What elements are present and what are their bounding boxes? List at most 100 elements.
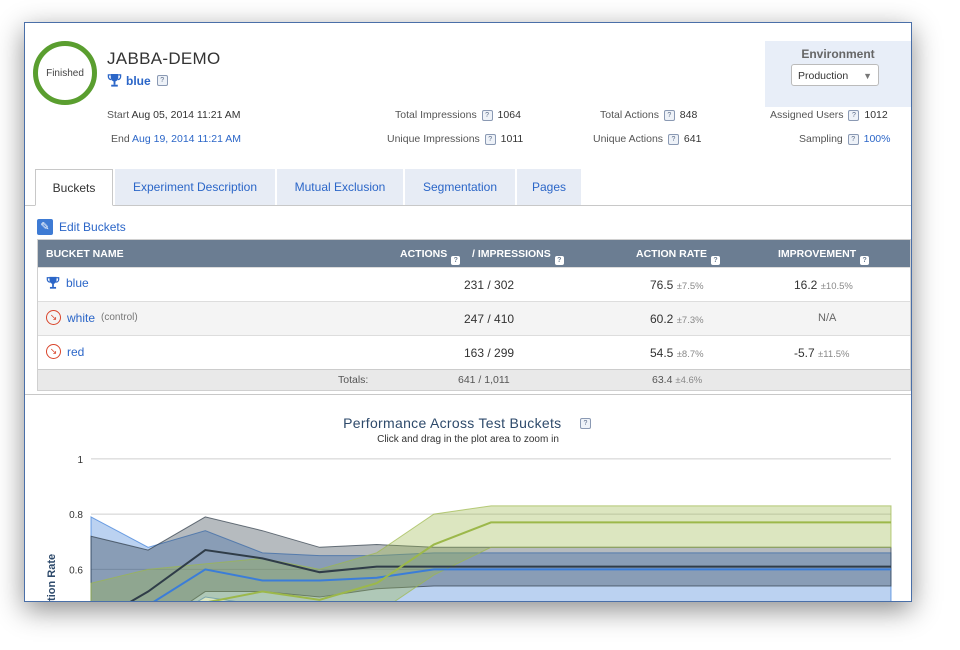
col-improvement-label: IMPROVEMENT [778,248,857,260]
sampling-value: 100% [863,133,891,145]
divider [25,394,911,395]
trophy-icon [107,73,122,87]
pencil-icon: ✎ [37,219,53,235]
unique-impressions-value: 1011 [500,133,524,145]
ratio-cell: 231 / 302 [464,278,515,292]
improvement-value: 16.2 [794,278,818,292]
rate-cell: 54.5 ±8.7% [650,346,704,360]
help-icon[interactable]: ? [554,256,564,265]
end-label: End [111,133,130,145]
arrow-down-right-icon: ↘ [46,310,61,325]
unique-actions-value: 641 [683,133,702,145]
rate-error: ±8.7% [676,349,704,360]
rate-value: 54.5 [650,346,674,360]
help-icon[interactable]: ? [579,418,591,430]
tab-buckets[interactable]: Buckets [35,169,113,206]
unique-actions-label: Unique Actions [593,133,664,145]
total-actions-label: Total Actions [600,109,659,121]
help-icon[interactable]: ? [484,133,496,145]
end-value[interactable]: Aug 19, 2014 11:21 AM [132,133,242,145]
chart-subtitle: Click and drag in the plot area to zoom … [377,434,559,445]
chart-title: Performance Across Test Buckets [343,415,562,431]
winner-name[interactable]: blue [126,73,151,88]
chart-header: Performance Across Test Buckets ? Click … [25,415,911,445]
y-tick-label: 0.6 [69,565,83,576]
help-icon[interactable]: ? [667,133,679,145]
improvement-cell: 16.2 ±10.5% [794,278,853,292]
improvement-cell: -5.7 ±11.5% [794,346,849,360]
rate-value: 60.2 [650,312,674,326]
bucket-link[interactable]: white [67,310,96,325]
unique-actions: Unique Actions ? 641 [593,133,701,145]
arrow-down-right-icon: ↘ [46,344,61,359]
col-improvement: IMPROVEMENT? [778,248,870,265]
improvement-value: -5.7 [794,346,815,360]
total-impressions: Total Impressions ? 1064 [395,109,521,121]
col-impressions: / IMPRESSIONS? [472,248,564,265]
help-icon[interactable]: ? [481,109,493,121]
assigned-users: Assigned Users ? 1012 [770,109,888,121]
help-icon[interactable]: ? [847,133,859,145]
help-icon[interactable]: ? [663,109,675,121]
col-actions: ACTIONS? [400,248,461,265]
col-action-rate: ACTION RATE? [636,248,720,265]
total-actions: Total Actions ? 848 [600,109,697,121]
performance-chart[interactable]: 10.80.60.4lative Action Rate [25,443,911,602]
y-axis-label: lative Action Rate [46,554,58,602]
bucket-link[interactable]: blue [66,276,89,290]
experiment-panel: Finished JABBA-DEMO blue ? Environment P… [24,22,912,602]
tab-experiment-description[interactable]: Experiment Description [115,169,275,205]
bucket-link[interactable]: red [67,344,85,359]
improvement-error: ±10.5% [820,281,853,292]
environment-selected: Production [798,70,849,82]
tab-pages[interactable]: Pages [517,169,581,205]
environment-select[interactable]: Production ▼ [791,64,879,86]
assigned-users-label: Assigned Users [770,109,844,121]
start-label: Start [107,109,130,121]
y-tick-label: 0.8 [69,510,83,521]
totals-rate-error: ±4.6% [675,375,703,386]
status-badge: Finished [33,41,97,105]
assigned-users-value: 1012 [864,109,888,121]
start-value: Aug 05, 2014 11:21 AM [131,109,241,121]
winner-bucket: blue ? [107,73,170,88]
help-icon[interactable]: ? [860,256,870,265]
help-icon[interactable]: ? [451,256,461,265]
edit-buckets-button[interactable]: ✎ Edit Buckets [37,219,126,235]
totals-label: Totals: [338,374,369,386]
bucket-name-cell: ↘ red [46,344,84,359]
table-row: ↘ red 163 / 299 54.5 ±8.7% -5.7 ±11.5% [38,335,910,369]
y-tick-label: 1 [77,455,83,466]
totals-ratio: 641 / 1,011 [458,374,510,386]
totals-rate: 63.4 ±4.6% [652,374,702,386]
bucket-name-cell: ↘ white (control) [46,310,138,325]
help-icon[interactable]: ? [156,75,168,86]
rate-value: 76.5 [650,278,674,292]
total-impressions-value: 1064 [497,109,521,121]
edit-buckets-label: Edit Buckets [59,220,126,234]
end-date: End Aug 19, 2014 11:21 AM [111,133,241,145]
help-icon[interactable]: ? [710,256,720,265]
totals-rate-value: 63.4 [652,374,673,386]
tab-segmentation[interactable]: Segmentation [405,169,515,205]
col-bucket-name: BUCKET NAME [46,248,124,260]
improvement-error: ±11.5% [818,349,850,360]
rate-error: ±7.3% [676,315,704,326]
table-row: ↘ white (control) 247 / 410 60.2 ±7.3% N… [38,301,910,335]
status-text: Finished [46,67,84,79]
unique-impressions: Unique Impressions ? 1011 [387,133,523,145]
col-actions-label: ACTIONS [400,248,448,260]
table-header: BUCKET NAME ACTIONS? / IMPRESSIONS? ACTI… [38,240,910,267]
ratio-cell: 247 / 410 [464,312,515,326]
sampling-label: Sampling [799,133,843,145]
bucket-name-cell: blue [46,276,89,290]
table-row: blue 231 / 302 76.5 ±7.5% 16.2 ±10.5% [38,267,910,301]
tab-mutual-exclusion[interactable]: Mutual Exclusion [277,169,403,205]
help-icon[interactable]: ? [848,109,860,121]
tab-bar: Buckets Experiment Description Mutual Ex… [25,169,911,206]
rate-cell: 76.5 ±7.5% [650,278,704,292]
buckets-table: BUCKET NAME ACTIONS? / IMPRESSIONS? ACTI… [37,239,911,391]
totals-row: Totals: 641 / 1,011 63.4 ±4.6% [38,369,910,390]
col-impressions-label: / IMPRESSIONS [472,248,551,260]
ratio-cell: 163 / 299 [464,346,515,360]
